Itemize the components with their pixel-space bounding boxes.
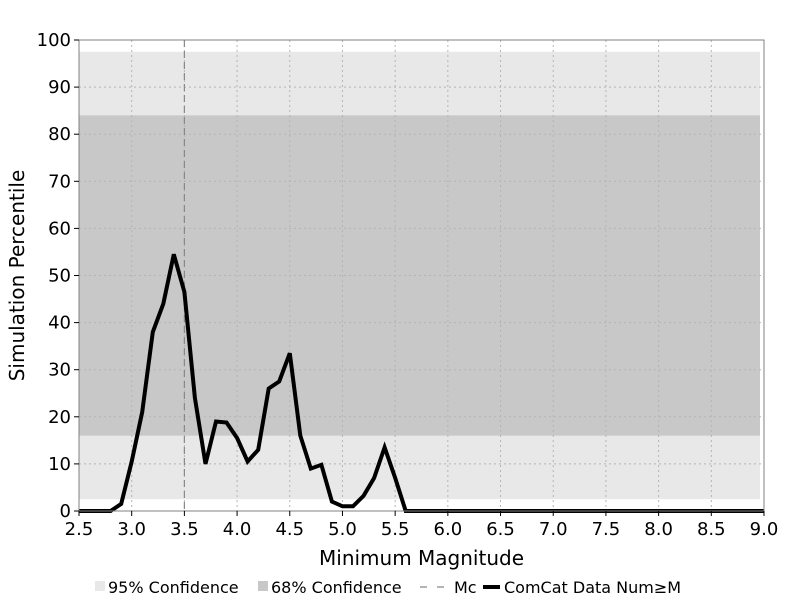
y-tick-label: 30 [48,360,71,381]
y-axis-ticks: 0 10 20 30 40 50 60 70 80 90 100 [37,30,79,522]
y-tick-label: 20 [48,407,71,428]
x-axis-ticks: 2.5 3.0 3.5 4.0 4.5 5.0 5.5 6.0 6.5 7.0 7.5 8.0 8.5 9… [65,511,779,540]
y-tick-label: 10 [48,454,71,475]
x-tick-label: 4.5 [275,519,304,540]
legend-label-95-confidence: 95% Confidence [108,578,239,597]
legend-swatch-95-confidence [95,581,105,591]
y-tick-label: 100 [37,30,71,51]
legend: 95% Confidence 68% Confidence Mc ComCat … [95,578,681,597]
y-tick-label: 90 [48,77,71,98]
legend-swatch-68-confidence [258,581,268,591]
x-tick-label: 8.0 [644,519,673,540]
y-tick-label: 50 [48,266,71,287]
x-tick-label: 2.5 [65,519,94,540]
y-axis-label: Simulation Percentile [5,170,29,382]
y-tick-label: 0 [60,501,71,522]
x-tick-label: 9.0 [750,519,779,540]
grid [78,39,765,512]
x-tick-label: 4.0 [223,519,252,540]
y-tick-label: 70 [48,171,71,192]
x-tick-label: 3.5 [170,519,199,540]
legend-label-mc: Mc [454,578,477,597]
y-tick-label: 60 [48,218,71,239]
legend-label-68-confidence: 68% Confidence [271,578,402,597]
y-tick-label: 80 [48,124,71,145]
x-tick-label: 5.5 [381,519,410,540]
legend-label-comcat-data: ComCat Data Num≥M [504,578,681,597]
x-tick-label: 8.5 [697,519,726,540]
x-tick-label: 7.5 [592,519,621,540]
x-tick-label: 7.0 [539,519,568,540]
x-tick-label: 3.0 [117,519,146,540]
x-tick-label: 6.5 [486,519,515,540]
x-tick-label: 6.0 [434,519,463,540]
x-axis-label: Minimum Magnitude [319,546,524,570]
y-tick-label: 40 [48,313,71,334]
x-tick-label: 5.0 [328,519,357,540]
